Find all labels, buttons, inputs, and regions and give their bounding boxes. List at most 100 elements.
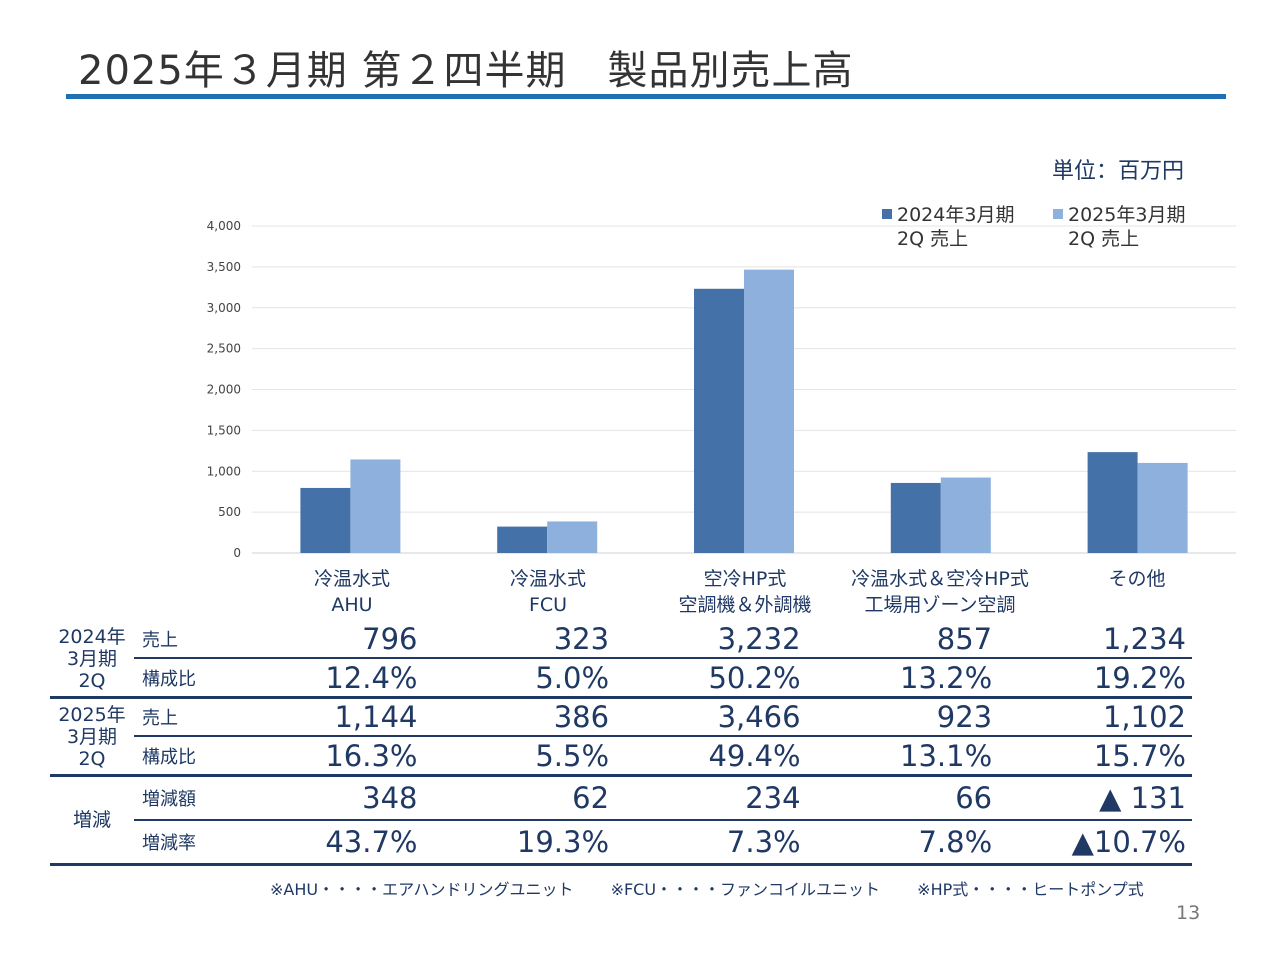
row-label: 売上 xyxy=(134,697,232,737)
table-cell: 66 xyxy=(806,775,999,821)
bar-2024-3 xyxy=(890,482,941,553)
table-cell: 348 xyxy=(231,775,424,821)
y-tick-label: 1,000 xyxy=(207,464,241,478)
row-label: 増減率 xyxy=(134,820,232,866)
table-row-2025-ratio: 構成比 16.3% 5.5% 49.4% 13.1% 15.7% xyxy=(50,736,1192,777)
bar-chart: 0 500 1,000 1,500 2,000 2,500 3,000 3,500 4,000 xyxy=(207,219,1236,560)
table-cell: 1,144 xyxy=(231,697,424,737)
row-label: 売上 xyxy=(134,621,232,659)
table-row-2024-ratio: 構成比 12.4% 5.0% 50.2% 13.2% 19.2% xyxy=(50,658,1192,699)
table-cell: 7.3% xyxy=(615,820,807,866)
table-cell: 796 xyxy=(231,621,424,659)
table-cell: 7.8% xyxy=(806,820,999,866)
bar-2024-1 xyxy=(497,526,548,553)
table-cell: 43.7% xyxy=(231,820,424,866)
bar-2024-2 xyxy=(694,288,744,553)
footnote-fcu: ※FCU・・・・ファンコイルユニット xyxy=(610,880,881,899)
legend-swatch-2025 xyxy=(1053,209,1063,219)
group-label-change: 増減 xyxy=(50,775,134,866)
legend-swatch-2024 xyxy=(882,209,892,219)
legend-label-2024-line2: 2Q 売上 xyxy=(897,228,969,250)
legend-item-2025: 2025年3月期 2Q 売上 xyxy=(1053,203,1208,251)
category-label-fcu-line2: FCU xyxy=(528,594,568,616)
category-label-ahu-line1: 冷温水式 xyxy=(313,568,390,590)
table-cell: 323 xyxy=(423,621,616,659)
category-label-hp: 空冷HP式空調機＆外調機 xyxy=(645,566,845,618)
row-label: 構成比 xyxy=(134,658,232,699)
table-cell: 1,102 xyxy=(998,697,1192,737)
title-underline xyxy=(66,94,1226,99)
table-cell: 49.4% xyxy=(615,736,807,777)
group-label-2025: 2025年 3月期 2Q xyxy=(50,697,134,777)
table-cell: 5.0% xyxy=(423,658,616,699)
y-tick-label: 2,000 xyxy=(207,383,241,397)
group-label-2024-line2: 3月期 xyxy=(66,647,118,670)
table-row-change-rate: 増減率 43.7% 19.3% 7.3% 7.8% ▲10.7% xyxy=(50,820,1192,866)
table-cell: 13.2% xyxy=(806,658,999,699)
table-cell: 19.3% xyxy=(423,820,616,866)
table-cell: 3,232 xyxy=(615,621,807,659)
table-cell: ▲10.7% xyxy=(998,820,1192,866)
bar-2025-1 xyxy=(547,521,598,553)
category-label-hp-line2: 空調機＆外調機 xyxy=(678,594,812,616)
legend-label-2025-line1: 2025年3月期 xyxy=(1068,204,1186,226)
group-label-2025-line1: 2025年 xyxy=(58,703,126,726)
category-label-other: その他 xyxy=(1037,566,1237,592)
table-cell: 1,234 xyxy=(998,621,1192,659)
page-number: 13 xyxy=(1176,902,1201,924)
group-label-2024: 2024年 3月期 2Q xyxy=(50,621,134,699)
table-row-2024-sales: 2024年 3月期 2Q 売上 796 323 3,232 857 1,234 xyxy=(50,621,1192,699)
table-cell: 5.5% xyxy=(423,736,616,777)
category-label-ahu-line2: AHU xyxy=(331,594,373,616)
table-cell: 386 xyxy=(423,697,616,737)
group-label-2024-line3: 2Q xyxy=(78,669,106,692)
table-cell: 16.3% xyxy=(231,736,424,777)
category-label-ahu: 冷温水式 AHU xyxy=(252,566,452,618)
table-cell: 62 xyxy=(423,775,616,821)
legend-label-2025-line2: 2Q 売上 xyxy=(1068,228,1140,250)
data-table: 2024年 3月期 2Q 売上 796 323 3,232 857 1,234 構成… xyxy=(50,621,1192,866)
category-label-zone-line2: 工場用ゾーン空調 xyxy=(864,594,1016,616)
y-tick-label: 2,500 xyxy=(207,342,241,356)
footnotes: ※AHU・・・・エアハンドリングユニット ※FCU・・・・ファンコイルユニット … xyxy=(270,876,1176,900)
table-cell: 13.1% xyxy=(806,736,999,777)
unit-label: 単位：百万円 xyxy=(1052,159,1185,184)
table-cell: 3,466 xyxy=(615,697,807,737)
legend-label-2024-line1: 2024年3月期 xyxy=(897,204,1015,226)
category-label-fcu-line1: 冷温水式 xyxy=(509,568,586,590)
category-label-other-line1: その他 xyxy=(1108,568,1166,590)
table-row-change-amount: 増減 増減額 348 62 234 66 ▲ 131 xyxy=(50,775,1192,866)
bar-2025-0 xyxy=(350,459,401,553)
bar-2025-3 xyxy=(940,477,991,553)
y-tick-label: 4,000 xyxy=(207,219,241,233)
category-label-zone-line1: 冷温水式＆空冷HP式 xyxy=(851,568,1029,590)
table-cell: 19.2% xyxy=(998,658,1192,699)
row-label: 増減額 xyxy=(134,775,232,821)
bar-2024-4 xyxy=(1087,452,1138,553)
category-label-zone: 冷温水式＆空冷HP式 工場用ゾーン空調 xyxy=(840,566,1040,618)
page-title: 2025年３月期 第２四半期 製品別売上高 xyxy=(78,48,854,94)
group-label-2024-line1: 2024年 xyxy=(58,625,126,648)
y-tick-label: 0 xyxy=(233,546,241,560)
y-tick-label: 3,000 xyxy=(207,301,241,315)
footnote-hp: ※HP式・・・・ヒートポンプ式 xyxy=(917,880,1144,899)
table-cell: 857 xyxy=(806,621,999,659)
bar-2025-4 xyxy=(1137,462,1188,553)
table-cell: 12.4% xyxy=(231,658,424,699)
row-label: 構成比 xyxy=(134,736,232,777)
y-tick-label: 1,500 xyxy=(207,423,241,437)
group-label-2025-line3: 2Q xyxy=(78,747,106,770)
category-label-fcu: 冷温水式 FCU xyxy=(448,566,648,618)
table-cell: 15.7% xyxy=(998,736,1192,777)
bar-2024-0 xyxy=(300,487,351,553)
y-tick-label: 500 xyxy=(218,505,241,519)
y-tick-label: 3,500 xyxy=(207,260,241,274)
bar-2025-2 xyxy=(744,269,794,553)
table-cell: ▲ 131 xyxy=(998,775,1192,821)
category-label-hp-line1: 空冷HP式 xyxy=(703,568,787,590)
legend-item-2024: 2024年3月期 2Q 売上 xyxy=(882,203,1037,251)
table-cell: 234 xyxy=(615,775,807,821)
table-cell: 50.2% xyxy=(615,658,807,699)
table-row-2025-sales: 2025年 3月期 2Q 売上 1,144 386 3,466 923 1,102 xyxy=(50,697,1192,777)
table-cell: 923 xyxy=(806,697,999,737)
